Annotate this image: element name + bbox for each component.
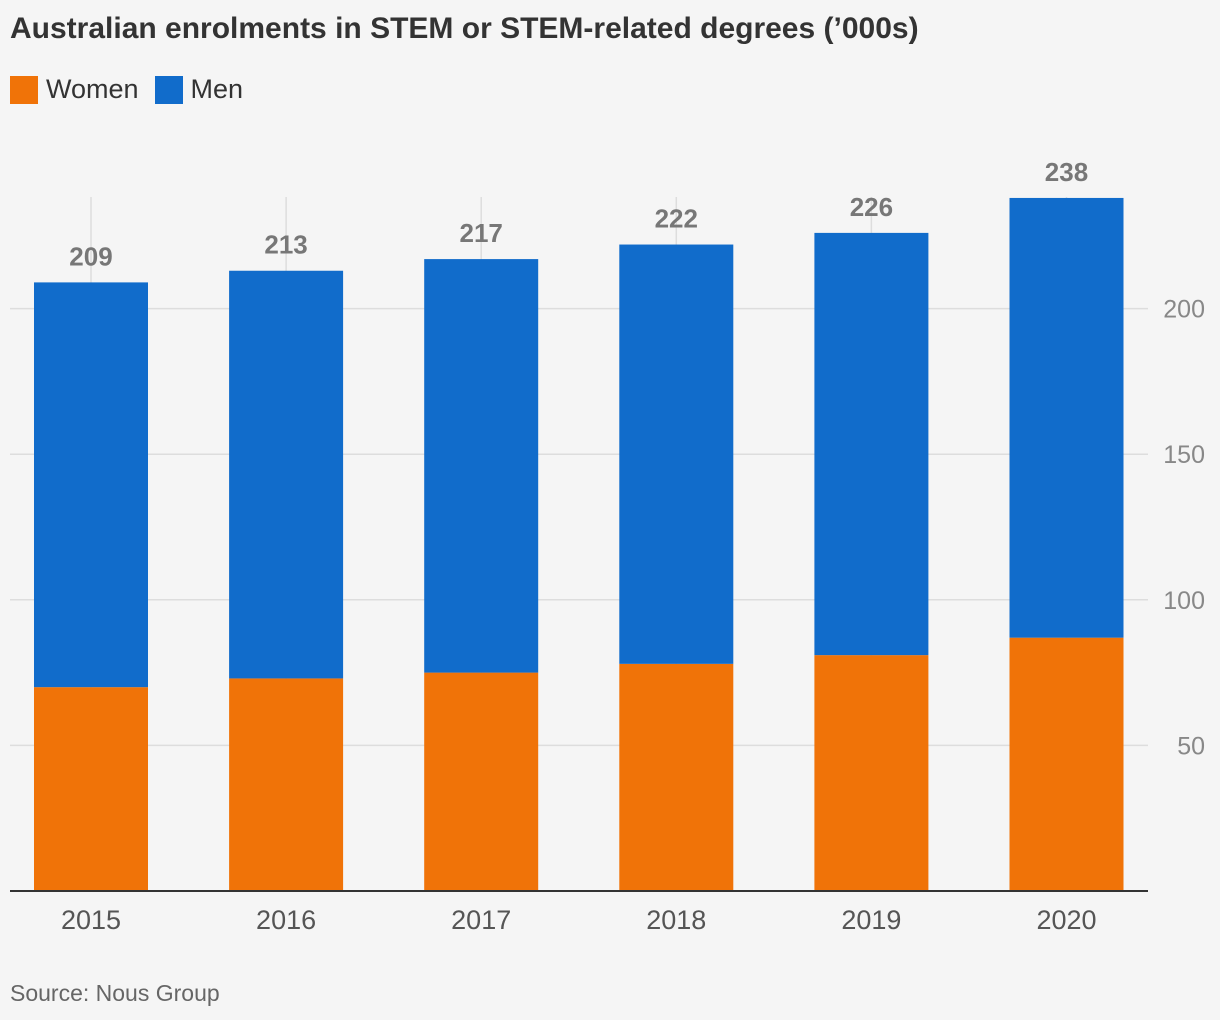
bar-men-2020 bbox=[1009, 197, 1124, 638]
x-tick-label-2018: 2018 bbox=[646, 905, 706, 935]
source-note: Source: Nous Group bbox=[10, 980, 220, 1006]
y-tick-label-100: 100 bbox=[1163, 587, 1205, 615]
total-label-2016: 213 bbox=[264, 230, 307, 260]
legend-item-men: Men bbox=[154, 74, 244, 105]
bar-men-2018 bbox=[619, 244, 734, 664]
bar-women-2020 bbox=[1009, 637, 1124, 891]
legend: Women Men bbox=[10, 74, 259, 105]
x-tick-label-2015: 2015 bbox=[61, 905, 121, 935]
stacked-bar-chart: 50 100 150 200 209 2015 213 2016 217 2017 222 2018 2… bbox=[10, 157, 1205, 935]
bar-women-2017 bbox=[424, 672, 539, 891]
bar-women-2015 bbox=[34, 687, 148, 891]
bar-women-2018 bbox=[619, 663, 734, 891]
bar-men-2015 bbox=[34, 282, 148, 688]
legend-item-women: Women bbox=[10, 74, 139, 105]
x-tick-label-2020: 2020 bbox=[1036, 905, 1096, 935]
x-tick-label-2019: 2019 bbox=[841, 905, 901, 935]
total-label-2018: 222 bbox=[655, 204, 698, 234]
legend-label-women: Women bbox=[46, 74, 139, 104]
total-label-2017: 217 bbox=[460, 218, 503, 248]
y-tick-label-150: 150 bbox=[1163, 441, 1205, 469]
bar-women-2019 bbox=[814, 655, 929, 891]
total-label-2015: 209 bbox=[69, 241, 112, 271]
legend-swatch-women bbox=[10, 75, 38, 104]
legend-swatch-men bbox=[154, 75, 183, 104]
bar-men-2017 bbox=[424, 259, 539, 673]
bar-men-2016 bbox=[229, 270, 344, 679]
total-label-2020: 238 bbox=[1045, 157, 1088, 187]
legend-label-men: Men bbox=[190, 74, 244, 104]
x-tick-label-2016: 2016 bbox=[256, 905, 316, 935]
y-tick-label-200: 200 bbox=[1163, 296, 1205, 324]
y-tick-label-50: 50 bbox=[1177, 732, 1205, 760]
bar-women-2016 bbox=[229, 678, 344, 891]
chart-title: Australian enrolments in STEM or STEM-re… bbox=[10, 12, 919, 45]
total-label-2019: 226 bbox=[850, 192, 893, 222]
bar-men-2019 bbox=[814, 232, 929, 656]
x-tick-label-2017: 2017 bbox=[451, 905, 511, 935]
